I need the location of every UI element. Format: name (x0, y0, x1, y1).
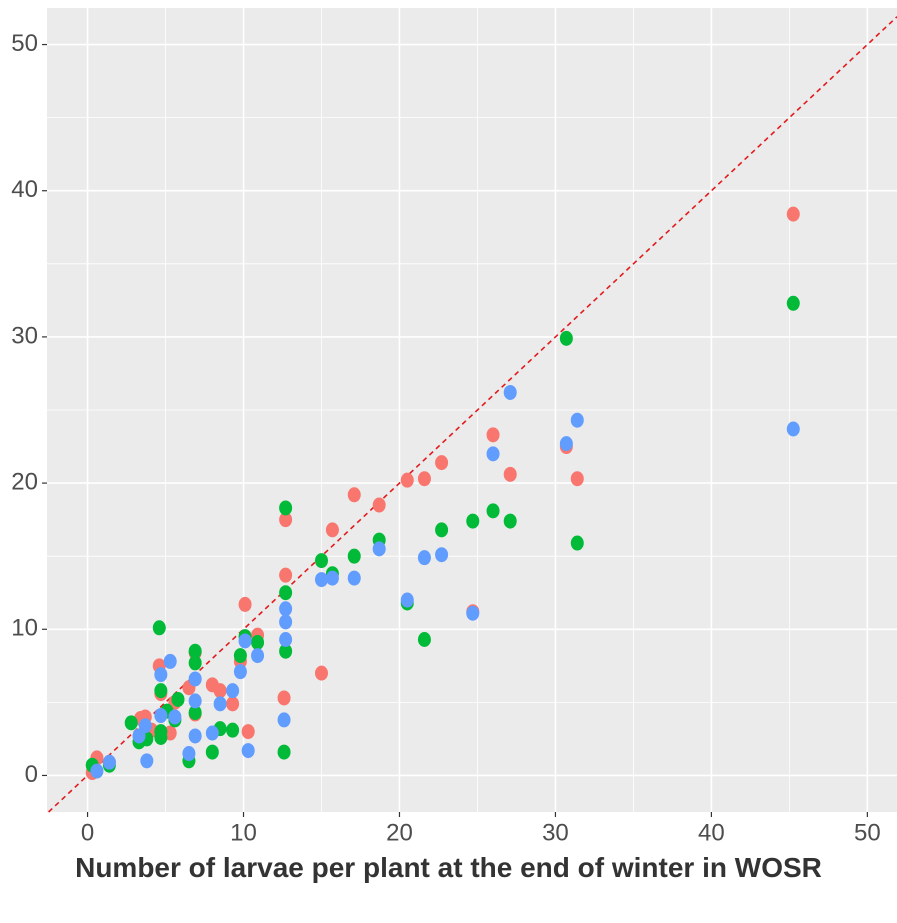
point (570, 535, 584, 551)
point (435, 547, 449, 563)
point (279, 614, 293, 630)
point (325, 522, 339, 538)
y-tick-label: 40 (11, 176, 38, 203)
x-axis-label: Number of larvae per plant at the end of… (75, 852, 822, 883)
point (786, 421, 800, 437)
point (226, 722, 240, 738)
point (154, 683, 168, 699)
y-tick-label: 0 (25, 761, 38, 788)
x-tick-label: 50 (854, 819, 881, 846)
point (171, 691, 185, 707)
point (154, 724, 168, 740)
point (347, 570, 361, 586)
point (226, 683, 240, 699)
chart: 0 10 20 30 40 50 0 10 20 30 40 50 (11, 8, 897, 846)
point (241, 743, 255, 759)
point (233, 648, 247, 664)
point (251, 648, 265, 664)
x-tick-label: 0 (81, 819, 94, 846)
point (205, 725, 219, 741)
point (503, 384, 517, 400)
point (279, 632, 293, 648)
point (154, 667, 168, 683)
x-tick-label: 10 (230, 819, 257, 846)
point (154, 708, 168, 724)
point (241, 724, 255, 740)
point (417, 550, 431, 566)
point (132, 728, 146, 744)
point (163, 653, 177, 669)
point (279, 643, 293, 659)
y-tick-label: 50 (11, 30, 38, 57)
point (233, 664, 247, 680)
point (124, 715, 138, 731)
point (238, 596, 252, 612)
point (486, 503, 500, 519)
point (372, 497, 386, 513)
point (188, 693, 202, 709)
point (279, 567, 293, 583)
point (226, 696, 240, 712)
point (400, 592, 414, 608)
point (205, 744, 219, 760)
point (140, 753, 154, 769)
point (152, 620, 166, 636)
x-tick-label: 30 (542, 819, 569, 846)
point (90, 763, 104, 779)
point (314, 572, 328, 588)
point (238, 633, 252, 649)
point (277, 744, 291, 760)
point (435, 522, 449, 538)
point (503, 466, 517, 482)
x-tick-label: 20 (386, 819, 413, 846)
point (188, 728, 202, 744)
point (503, 513, 517, 529)
point (435, 455, 449, 471)
point (400, 472, 414, 488)
point (277, 690, 291, 706)
point (486, 446, 500, 462)
point (559, 330, 573, 346)
point (314, 553, 328, 569)
point (325, 570, 339, 586)
y-tick-label: 20 (11, 468, 38, 495)
point (417, 632, 431, 648)
point (279, 601, 293, 617)
y-tick-label: 30 (11, 322, 38, 349)
point (417, 471, 431, 487)
point (570, 471, 584, 487)
point (213, 683, 227, 699)
point (786, 206, 800, 222)
point (466, 605, 480, 621)
point (188, 705, 202, 721)
point (570, 412, 584, 428)
y-tick-label: 10 (11, 615, 38, 642)
point (559, 436, 573, 452)
point (466, 513, 480, 529)
point (314, 665, 328, 681)
point (188, 655, 202, 671)
point (347, 548, 361, 564)
point (188, 643, 202, 659)
point (182, 746, 196, 762)
point (279, 500, 293, 516)
point (168, 709, 182, 725)
point (102, 754, 116, 770)
point (277, 712, 291, 728)
point (251, 634, 265, 650)
point (279, 512, 293, 528)
point (486, 427, 500, 443)
point (279, 585, 293, 601)
point (347, 487, 361, 503)
x-tick-label: 40 (698, 819, 725, 846)
point (188, 671, 202, 687)
point (372, 541, 386, 557)
point (213, 696, 227, 712)
point (786, 295, 800, 311)
